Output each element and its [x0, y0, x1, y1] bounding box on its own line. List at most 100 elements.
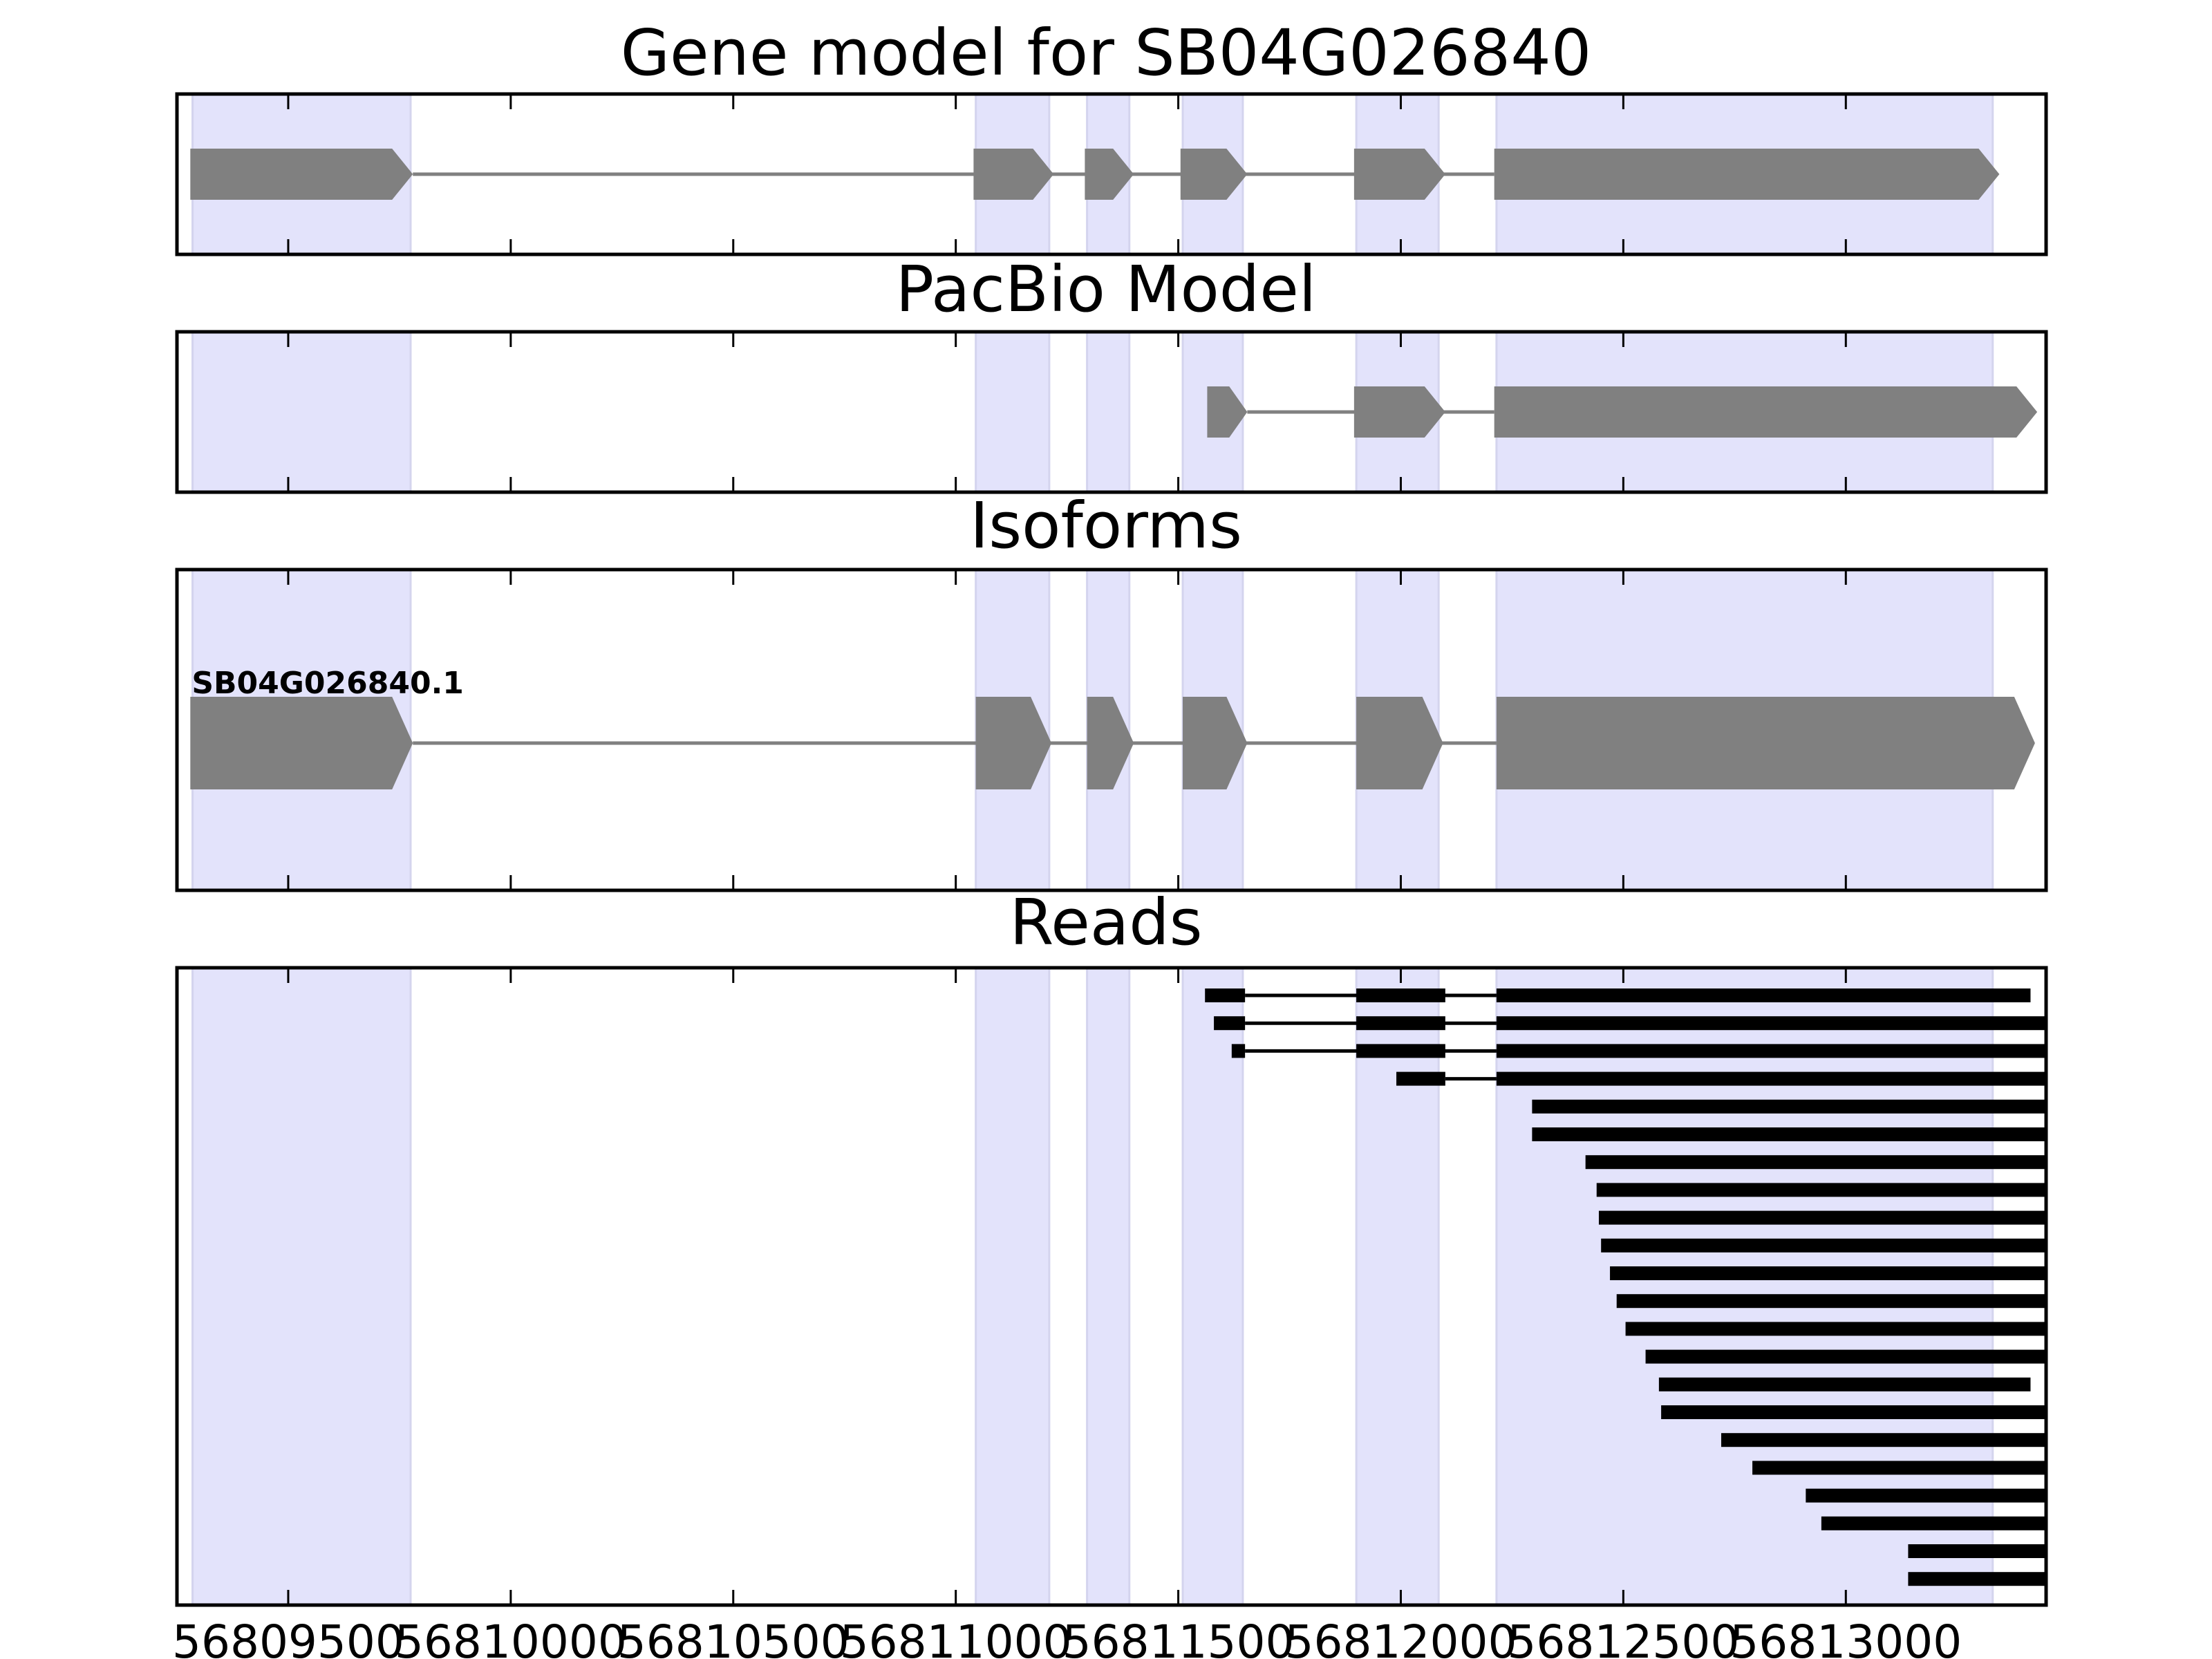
read-row	[1806, 1488, 2046, 1503]
gene-model-frame	[175, 92, 2048, 256]
read-row	[1645, 1349, 2046, 1364]
x-tick-label: 56810000	[395, 1615, 627, 1659]
gene-model-title: Gene model for SB04G026840	[621, 16, 1592, 90]
read-block	[1661, 1405, 2046, 1419]
reads-frame	[175, 966, 2048, 1607]
x-tick-label: 56810500	[617, 1615, 850, 1659]
exon-arrow	[1207, 386, 1248, 438]
read-block	[1908, 1572, 2046, 1586]
read-row	[1231, 1044, 2046, 1058]
exon-arrow	[1496, 697, 2035, 789]
read-block	[1356, 1016, 1445, 1031]
read-block	[1610, 1266, 2046, 1280]
x-tick-label: 56812000	[1285, 1615, 1517, 1659]
read-row	[1585, 1155, 2046, 1170]
exon-highlight-band	[1086, 966, 1131, 1606]
x-axis-tick-labels: 5680950056810000568105005681100056811500…	[172, 1615, 1962, 1659]
read-row	[1908, 1544, 2046, 1558]
exon-arrow	[1087, 697, 1134, 789]
read-row	[1532, 1127, 2046, 1141]
pacbio-frame	[175, 330, 2048, 494]
read-row	[1908, 1572, 2046, 1586]
read-block	[1496, 988, 2031, 1002]
read-row	[1396, 1071, 2046, 1086]
read-block	[1585, 1155, 2046, 1170]
pacbio-model-title: PacBio Model	[896, 252, 1317, 326]
exon-highlight-band	[1086, 330, 1131, 494]
read-block	[1596, 1183, 2046, 1197]
read-block	[1532, 1099, 2046, 1114]
read-block	[1214, 1016, 1246, 1031]
read-block	[1721, 1433, 2046, 1447]
gene-model-features	[190, 149, 2000, 200]
exon-arrow	[1353, 386, 1445, 438]
read-row	[1205, 988, 2031, 1002]
read-block	[1496, 1016, 2046, 1031]
read-block	[1752, 1461, 2046, 1475]
read-row	[1658, 1377, 2031, 1391]
read-row	[1616, 1294, 2046, 1309]
exon-arrow	[190, 697, 413, 789]
read-block	[1645, 1349, 2046, 1364]
read-block	[1532, 1127, 2046, 1141]
read-row	[1625, 1322, 2046, 1336]
read-row	[1752, 1461, 2046, 1475]
isoform-label: SB04G026840.1	[191, 666, 464, 701]
isoforms-panel: Isoforms SB04G026840.1	[175, 489, 2048, 892]
x-tick-label: 56812500	[1507, 1615, 1739, 1659]
x-tick-label: 56811000	[840, 1615, 1072, 1659]
read-block	[1908, 1544, 2046, 1558]
read-row	[1721, 1433, 2046, 1447]
x-tick-label: 56809500	[172, 1615, 404, 1659]
read-block	[1496, 1044, 2046, 1058]
exon-highlight-band	[975, 966, 1051, 1606]
exon-arrow	[975, 697, 1052, 789]
isoforms-ticks	[287, 570, 1847, 890]
read-row	[1214, 1016, 2046, 1031]
exon-highlight-band	[975, 330, 1051, 494]
read-block	[1601, 1238, 2046, 1253]
read-row	[1661, 1405, 2046, 1419]
read-block	[1658, 1377, 2031, 1391]
read-row	[1596, 1183, 2046, 1197]
reads-features	[1205, 988, 2046, 1586]
x-tick-label: 56813000	[1730, 1615, 1962, 1659]
reads-exon-highlights	[191, 966, 1994, 1606]
x-tick-label: 56811500	[1062, 1615, 1295, 1659]
read-row	[1598, 1210, 2046, 1225]
pacbio-model-panel: PacBio Model	[175, 252, 2048, 494]
exon-highlight-band	[191, 966, 412, 1606]
exon-highlight-band	[1355, 966, 1440, 1606]
gene-model-panel: Gene model for SB04G026840	[175, 16, 2048, 256]
exon-highlight-band	[1495, 966, 1994, 1606]
read-block	[1625, 1322, 2046, 1336]
read-block	[1496, 1071, 2046, 1086]
reads-ticks	[287, 968, 1847, 1605]
exon-arrow	[1180, 149, 1248, 200]
read-row	[1821, 1516, 2046, 1530]
exon-arrow	[190, 149, 413, 200]
exon-arrow	[1494, 386, 2038, 438]
reads-title: Reads	[1009, 885, 1202, 959]
exon-arrow	[1356, 697, 1443, 789]
exon-arrow	[1183, 697, 1248, 789]
read-block	[1205, 988, 1246, 1002]
gene-model-ticks	[287, 94, 1847, 254]
isoforms-frame	[175, 568, 2048, 892]
read-block	[1231, 1044, 1246, 1058]
exon-arrow	[973, 149, 1054, 200]
read-row	[1532, 1099, 2046, 1114]
read-block	[1616, 1294, 2046, 1309]
read-block	[1356, 988, 1445, 1002]
isoforms-features: SB04G026840.1	[190, 666, 2035, 789]
read-block	[1356, 1044, 1445, 1058]
pacbio-features	[1207, 386, 2038, 438]
reads-panel: Reads	[175, 885, 2048, 1607]
read-row	[1601, 1238, 2046, 1253]
exon-arrow	[1494, 149, 2000, 200]
isoforms-title: Isoforms	[970, 489, 1242, 563]
read-row	[1610, 1266, 2046, 1280]
read-block	[1806, 1488, 2046, 1503]
read-block	[1598, 1210, 2046, 1225]
exon-highlight-band	[1181, 966, 1244, 1606]
